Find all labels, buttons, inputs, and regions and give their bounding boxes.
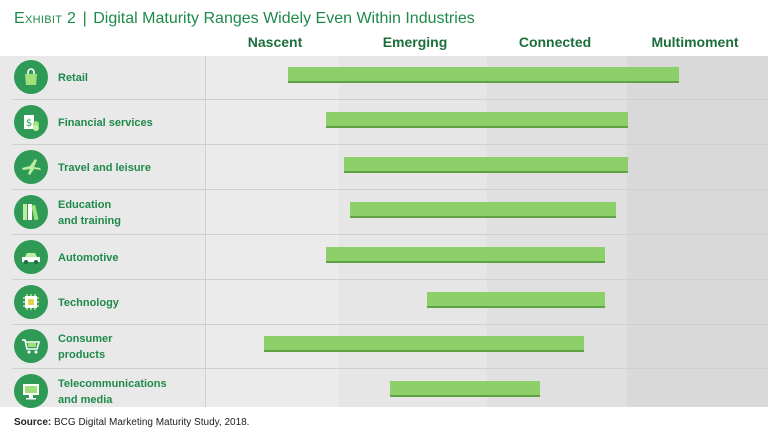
monitor-icon — [14, 374, 48, 409]
row-separator — [12, 188, 768, 190]
range-bar — [390, 381, 541, 398]
row-separator — [12, 323, 768, 325]
chart-row: Travel and leisure — [0, 146, 768, 190]
svg-text:$: $ — [26, 118, 32, 129]
shopping-cart-icon — [14, 329, 48, 364]
row-label: Consumer products — [58, 325, 198, 369]
row-separator — [12, 368, 768, 370]
row-label: Financial services — [58, 101, 198, 145]
range-bar — [326, 246, 605, 263]
chart-title: Exhibit 2 | Digital Maturity Ranges Wide… — [14, 10, 475, 28]
chart-row: Technology — [0, 281, 768, 325]
stage-header-multimoment: Multimoment — [651, 34, 739, 50]
stage-header-connected: Connected — [518, 34, 592, 50]
range-bar — [326, 111, 629, 128]
row-label-line: Education — [58, 198, 112, 211]
stage-header-nascent: Nascent — [247, 34, 303, 50]
money-icon: $ — [14, 104, 48, 139]
chart-row: Retail — [0, 56, 768, 100]
title-text: Digital Maturity Ranges Widely Even With… — [93, 10, 475, 27]
row-separator — [12, 278, 768, 280]
chart-row: Consumer products — [0, 325, 768, 370]
car-icon — [14, 239, 48, 274]
row-separator — [12, 143, 768, 145]
row-label-line: and training — [58, 214, 121, 227]
chart-row: Education and training — [0, 191, 768, 235]
chart-row: $ Financial services — [0, 101, 768, 145]
exhibit-label: Exhibit 2 — [14, 10, 77, 27]
range-bar — [264, 336, 584, 353]
source-text: BCG Digital Marketing Maturity Study, 20… — [54, 417, 250, 428]
stage-header-emerging: Emerging — [382, 34, 448, 50]
row-label-line: Automotive — [58, 251, 119, 264]
range-bar — [349, 201, 616, 218]
chip-icon — [14, 284, 48, 319]
row-label-line: Telecommunications — [58, 378, 167, 391]
books-icon — [14, 194, 48, 229]
row-label: Retail — [58, 56, 198, 100]
row-label: Travel and leisure — [58, 146, 198, 190]
row-label-line: Consumer — [58, 333, 113, 346]
chart-area: Retail $ Financial services Travel and leis… — [0, 56, 768, 409]
row-label: Automotive — [58, 236, 198, 280]
row-label: Technology — [58, 281, 198, 325]
row-label-line: Financial services — [58, 116, 153, 129]
row-label-line: and media — [58, 394, 113, 407]
chart-row: Telecommunications and media — [0, 370, 768, 414]
row-label-line: Technology — [58, 296, 119, 309]
source-label: Source: — [14, 417, 52, 428]
row-label-line: Retail — [58, 72, 88, 84]
row-label: Telecommunications and media — [58, 370, 198, 414]
row-label-line: products — [58, 349, 106, 362]
range-bar — [288, 67, 679, 83]
source-note: Source: BCG Digital Marketing Maturity S… — [14, 417, 249, 428]
chart-row: Automotive — [0, 236, 768, 280]
row-label-line: Travel and leisure — [58, 161, 151, 174]
row-separator — [12, 233, 768, 235]
row-separator — [12, 99, 768, 100]
row-label: Education and training — [58, 191, 198, 235]
title-separator: | — [82, 10, 87, 27]
label-divider — [205, 56, 206, 407]
airplane-icon — [14, 149, 48, 184]
range-bar — [344, 156, 629, 173]
shopping-bag-icon — [14, 60, 48, 94]
stage-band-multimoment — [627, 56, 768, 407]
range-bar — [426, 291, 605, 308]
